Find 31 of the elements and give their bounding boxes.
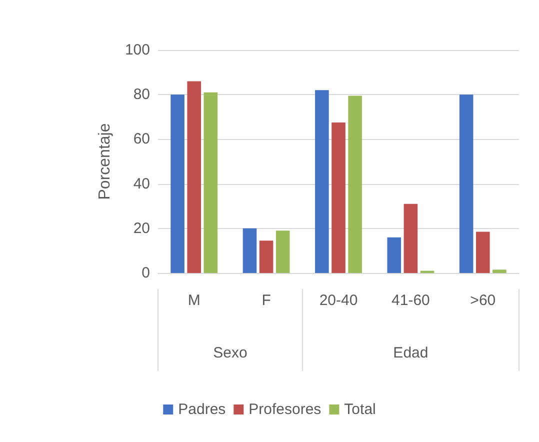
text: Edad	[393, 344, 428, 362]
bar	[242, 228, 257, 273]
legend-label: Profesores	[248, 401, 322, 418]
bar	[187, 81, 201, 273]
x-tick-label: M	[188, 292, 200, 309]
y-tick-label: 100	[124, 42, 150, 58]
y-tick-label: 60	[133, 130, 150, 148]
bar	[348, 96, 362, 273]
bar	[404, 204, 418, 273]
bar	[170, 94, 184, 273]
bar	[459, 94, 474, 273]
y-tick-label: 40	[133, 175, 150, 192]
x-tick-label: F	[262, 292, 271, 309]
bar	[387, 237, 402, 273]
text: Sexo	[213, 344, 248, 362]
x-tick-label: 20-40	[319, 292, 358, 309]
y-tick-label: 80	[133, 86, 150, 104]
y-tick-label: 20	[133, 220, 150, 237]
legend-label: Padres	[178, 401, 226, 418]
bar	[276, 230, 290, 273]
x-tick-label: >60	[470, 292, 496, 309]
y-tick-label: 0	[142, 264, 150, 282]
bar	[259, 240, 274, 273]
bar	[332, 122, 346, 273]
bar	[315, 90, 329, 273]
legend-label: Total	[344, 401, 376, 418]
bar	[476, 232, 490, 273]
y-axis-title: Porcentaje	[96, 123, 114, 200]
bar	[204, 92, 218, 273]
x-tick-label: 41-60	[392, 292, 430, 309]
bar	[492, 270, 506, 273]
